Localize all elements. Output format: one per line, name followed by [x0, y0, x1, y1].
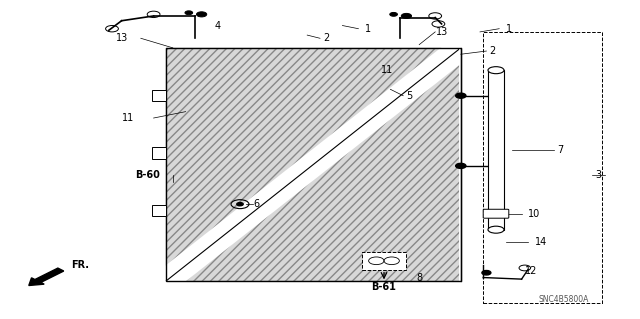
Bar: [483, 32, 602, 303]
Text: 1: 1: [365, 24, 371, 34]
Text: 6: 6: [253, 199, 259, 209]
Circle shape: [456, 163, 466, 168]
Circle shape: [456, 93, 466, 98]
Text: FR.: FR.: [71, 260, 89, 270]
Text: 5: 5: [406, 91, 413, 101]
Text: B-61: B-61: [372, 282, 396, 292]
FancyArrow shape: [29, 268, 64, 286]
Circle shape: [185, 11, 193, 15]
Bar: [152, 90, 166, 101]
Bar: [166, 48, 461, 281]
Text: 2: 2: [490, 46, 496, 56]
Text: 13: 13: [435, 27, 448, 37]
Text: 14: 14: [534, 237, 547, 248]
Circle shape: [390, 12, 397, 16]
Bar: [152, 147, 166, 159]
Text: SNC4B5800A: SNC4B5800A: [538, 295, 588, 304]
Bar: [362, 252, 406, 270]
FancyBboxPatch shape: [483, 209, 509, 218]
Circle shape: [237, 203, 243, 206]
Circle shape: [196, 12, 207, 17]
Bar: [488, 70, 504, 230]
Text: 3: 3: [595, 170, 602, 181]
Bar: [152, 205, 166, 216]
Circle shape: [401, 13, 412, 19]
Text: 13: 13: [115, 33, 128, 43]
Text: 8: 8: [416, 272, 422, 283]
Text: 10: 10: [528, 209, 541, 219]
Text: 11: 11: [381, 65, 394, 75]
Circle shape: [482, 271, 491, 275]
Ellipse shape: [488, 226, 504, 233]
Text: B-60: B-60: [135, 170, 159, 181]
Text: 7: 7: [557, 145, 563, 155]
Text: 4: 4: [214, 20, 221, 31]
Text: 2: 2: [323, 33, 330, 43]
Text: 11: 11: [122, 113, 134, 123]
Ellipse shape: [488, 67, 504, 74]
Text: 12: 12: [525, 266, 538, 276]
Text: 1: 1: [506, 24, 512, 34]
